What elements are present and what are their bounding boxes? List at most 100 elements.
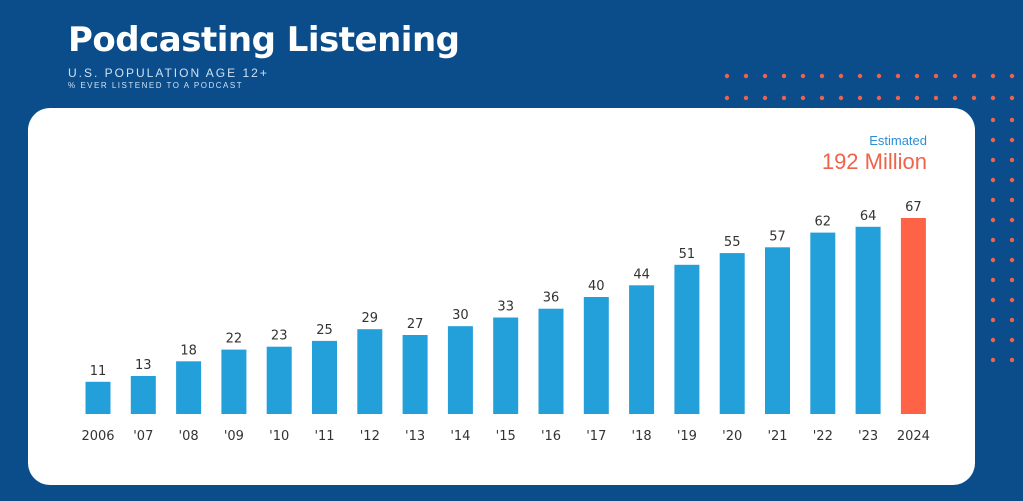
decorative-dot [781, 95, 787, 101]
decorative-dot [990, 337, 996, 343]
data-label: 13 [135, 358, 152, 373]
x-tick-label: '14 [450, 429, 470, 444]
decorative-dot [990, 217, 996, 223]
decorative-dot [895, 95, 901, 101]
decorative-dot [743, 95, 749, 101]
decorative-dot [857, 95, 863, 101]
x-tick-label: '20 [722, 429, 742, 444]
decorative-dot [724, 95, 730, 101]
decorative-dot [990, 73, 996, 79]
decorative-dot [971, 95, 977, 101]
bar-'22 [810, 232, 836, 414]
x-tick-label: '19 [677, 429, 697, 444]
decorative-dot [895, 73, 901, 79]
decorative-dot [1009, 357, 1015, 363]
x-tick-label: '21 [767, 429, 787, 444]
data-label: 23 [271, 329, 288, 344]
bar-'14 [447, 326, 473, 414]
chart-card: Estimated 192 Million 11 2006 13 '07 18 '08 22… [28, 108, 975, 485]
x-tick-label: '12 [360, 429, 380, 444]
data-label: 36 [543, 291, 560, 306]
decorative-dot [743, 73, 749, 79]
decorative-dot [990, 297, 996, 303]
x-tick-label: '15 [496, 429, 516, 444]
decorative-dot [971, 73, 977, 79]
data-label: 27 [407, 317, 424, 332]
decorative-dot [990, 177, 996, 183]
data-label: 57 [769, 229, 786, 244]
chart-description: % EVER LISTENED TO A PODCAST [68, 81, 244, 90]
bar-2024 [900, 218, 926, 414]
decorative-dot [857, 73, 863, 79]
decorative-dot [1009, 277, 1015, 283]
data-label: 11 [90, 364, 107, 379]
page-title: Podcasting Listening [68, 20, 460, 60]
data-label: 33 [497, 300, 514, 315]
data-label: 62 [815, 215, 832, 230]
decorative-dot [990, 157, 996, 163]
data-label: 30 [452, 308, 469, 323]
x-tick-label: '07 [133, 429, 153, 444]
decorative-dot [838, 95, 844, 101]
decorative-dot [1009, 137, 1015, 143]
decorative-dot [952, 95, 958, 101]
data-label: 18 [180, 343, 197, 358]
x-tick-label: 2024 [897, 429, 930, 444]
decorative-dot [1009, 117, 1015, 123]
data-label: 22 [226, 332, 243, 347]
decorative-dot [819, 73, 825, 79]
bar-'08 [176, 361, 202, 414]
decorative-dot [990, 237, 996, 243]
decorative-dot [781, 73, 787, 79]
x-tick-label: '16 [541, 429, 561, 444]
data-label: 29 [362, 311, 379, 326]
decorative-dot [838, 73, 844, 79]
decorative-dot [876, 95, 882, 101]
decorative-dot [800, 73, 806, 79]
bar-'16 [538, 308, 564, 414]
x-tick-label: 2006 [81, 429, 114, 444]
bar-2006 [85, 381, 111, 414]
bar-chart: 11 2006 13 '07 18 '08 22 '09 23 '10 25 '11 29 '12 27 '1… [81, 200, 930, 444]
decorative-dot [990, 317, 996, 323]
decorative-dot [724, 73, 730, 79]
data-label: 44 [633, 267, 650, 282]
decorative-dot [1009, 95, 1015, 101]
decorative-dot [762, 95, 768, 101]
decorative-dot [1009, 297, 1015, 303]
bar-'11 [312, 340, 337, 414]
data-label: 64 [860, 209, 877, 224]
decorative-dot [1009, 197, 1015, 203]
bar-'18 [629, 285, 655, 414]
decorative-dot [1009, 317, 1015, 323]
x-tick-label: '08 [179, 429, 199, 444]
x-tick-label: '22 [813, 429, 833, 444]
decorative-dot [819, 95, 825, 101]
data-label: 40 [588, 279, 605, 294]
data-label: 25 [316, 323, 333, 338]
decorative-dot [1009, 73, 1015, 79]
x-tick-label: '18 [632, 429, 652, 444]
bar-'12 [357, 329, 383, 414]
bar-'15 [493, 317, 519, 414]
decorative-dot [876, 73, 882, 79]
x-tick-label: '13 [405, 429, 425, 444]
bar-'13 [402, 335, 428, 414]
bar-'07 [130, 376, 156, 414]
chart-subtitle: U.S. POPULATION AGE 12+ [68, 66, 269, 80]
decorative-dot [1009, 237, 1015, 243]
decorative-dot [1009, 337, 1015, 343]
decorative-dot [990, 117, 996, 123]
bar-'19 [674, 264, 700, 414]
x-tick-label: '10 [269, 429, 289, 444]
decorative-dot [1009, 157, 1015, 163]
decorative-dot [990, 137, 996, 143]
bar-'17 [583, 297, 609, 414]
estimated-value: 192 Million [821, 149, 927, 174]
decorative-dot [990, 197, 996, 203]
decorative-dot [933, 73, 939, 79]
estimated-label: Estimated [869, 133, 927, 148]
data-label: 67 [905, 200, 922, 215]
decorative-dot [1009, 257, 1015, 263]
